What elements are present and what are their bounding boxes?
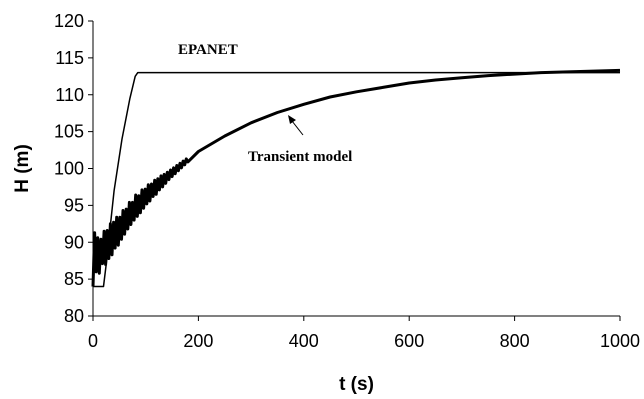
x-tick-label: 0 [88,331,98,351]
y-tick-label: 95 [64,195,84,215]
y-tick-label: 80 [64,306,84,326]
y-tick-label: 90 [64,232,84,252]
x-tick-label: 600 [394,331,424,351]
y-axis-title: H (m) [12,144,33,193]
annotation-transient-model: Transient model [248,149,352,165]
series-line-transient-model [91,68,621,287]
series-line-epanet [93,71,620,288]
annotations: EPANET Transient model [178,42,352,165]
y-tick-label: 100 [54,159,84,179]
annotation-arrow [291,120,304,136]
y-tick-label: 110 [55,85,84,105]
y-tick-label: 105 [54,122,84,142]
x-axis-title: t (s) [339,374,374,395]
y-tick-label: 115 [55,48,84,68]
x-tick-label: 200 [183,331,213,351]
tick-labels: 80 85 90 95 100 105 110 115 120 0 200 400 600 800 1000 [54,11,640,351]
y-tick-label: 85 [64,269,84,289]
annotation-epanet: EPANET [178,42,238,58]
annotation-arrowhead [288,115,296,124]
x-tick-label: 1000 [600,331,640,351]
x-tick-label: 800 [500,331,530,351]
x-tick-label: 400 [289,331,319,351]
series-lines [91,68,621,288]
y-tick-label: 120 [54,11,84,31]
